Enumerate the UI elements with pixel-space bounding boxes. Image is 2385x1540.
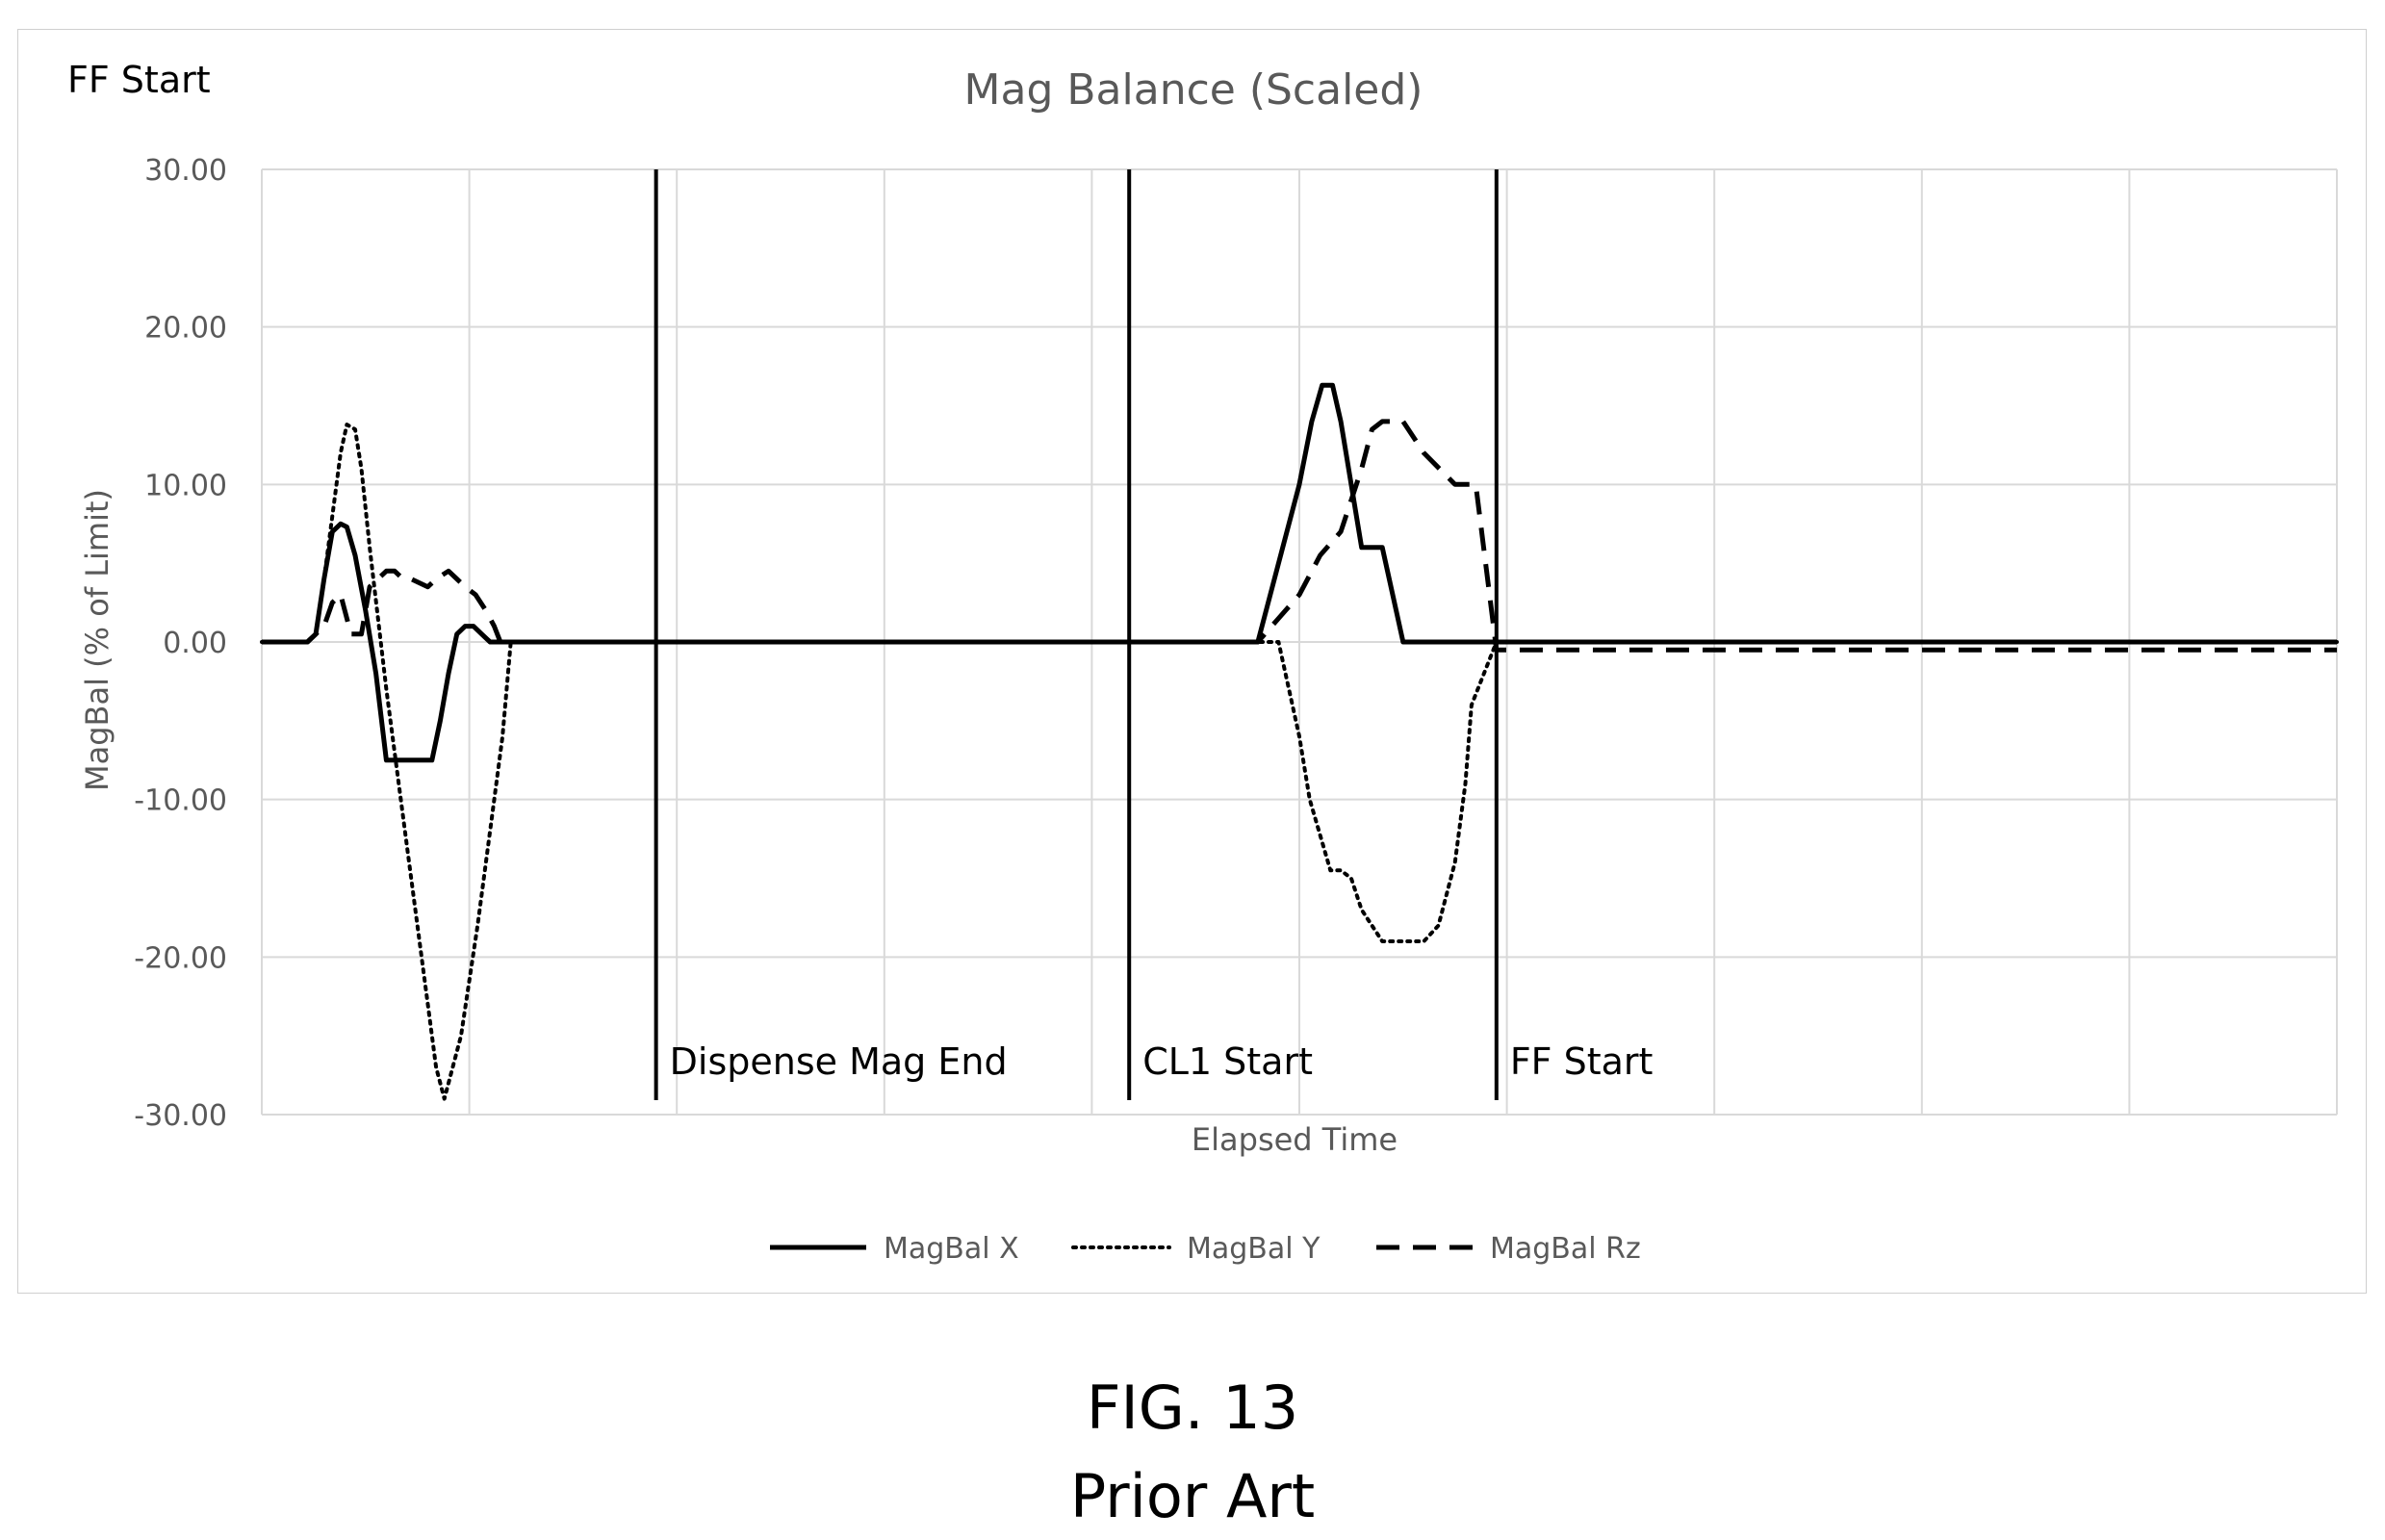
event-marker-layer: Dispense Mag End CL1 Start FF Start [654,169,1654,1100]
x-axis-title: Elapsed Time [1192,1121,1398,1158]
y-axis-title: MagBal (% of Limit) [79,489,115,791]
legend-label: MagBal Y [1187,1232,1321,1266]
event-marker-label: Dispense Mag End [670,1040,1008,1083]
event-marker-label: FF Start [1510,1040,1654,1083]
y-tick-label: 0.00 [163,627,227,660]
y-tick-label: -20.00 [134,941,227,975]
y-tick-label: 20.00 [144,312,227,346]
y-tick-label: -10.00 [134,784,227,818]
y-tick-label: 30.00 [144,154,227,188]
y-tick-label: 10.00 [144,469,227,502]
legend-label: MagBal X [884,1232,1019,1266]
event-marker-label: CL1 Start [1142,1040,1313,1083]
chart-title: Mag Balance (Scaled) [964,65,1423,115]
corner-label-ff-start: FF Start [67,59,211,101]
series-line-magbal-rz [262,419,2337,653]
figure-caption: FIG. 13 [1086,1373,1299,1443]
series-layer [260,382,2339,1101]
y-tick-label: -30.00 [134,1099,227,1133]
axis-layer: 30.00 20.00 10.00 0.00 -10.00 -20.00 -30.00 [134,154,227,1133]
legend-label: MagBal Rz [1490,1232,1641,1266]
legend: MagBal X MagBal Y MagBal Rz [770,1232,1641,1266]
figure-subtitle: Prior Art [1069,1461,1316,1531]
chart-frame [17,29,2367,1294]
grid-layer [261,168,2338,1116]
